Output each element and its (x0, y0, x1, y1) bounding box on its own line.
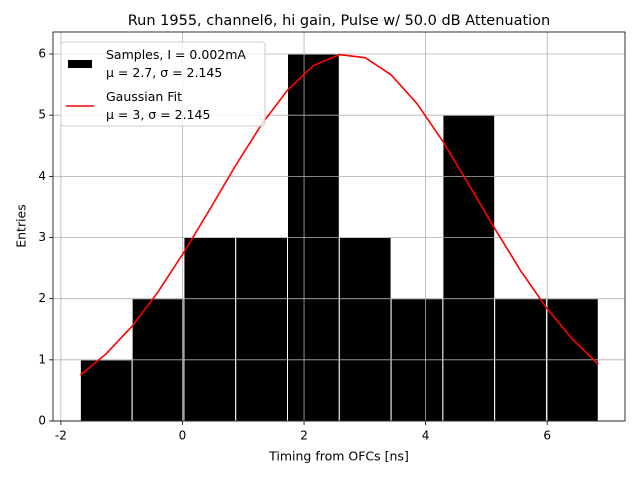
x-tick-label: 4 (422, 429, 430, 443)
y-tick-label: 3 (38, 230, 46, 244)
histogram-bar (79, 359, 133, 422)
y-tick-label: 4 (38, 169, 46, 183)
y-tick-label: 0 (38, 414, 46, 428)
histogram-bar (442, 114, 496, 422)
chart-title: Run 1955, channel6, hi gain, Pulse w/ 50… (128, 13, 551, 29)
y-tick-label: 5 (38, 108, 46, 122)
legend-box (60, 41, 266, 127)
x-tick-label: 6 (543, 429, 551, 443)
y-tick-label: 6 (38, 47, 46, 61)
y-tick-label: 2 (38, 291, 46, 305)
axes-frame (52, 31, 626, 422)
histogram-bar (183, 237, 237, 422)
y-axis-label: Entries (14, 204, 29, 248)
legend-label: Samples, I = 0.002mA μ = 2.7, σ = 2.145 (106, 47, 246, 80)
legend-label: Gaussian Fit μ = 3, σ = 2.145 (106, 89, 211, 122)
legend-swatch (68, 60, 92, 68)
histogram-bar (235, 237, 289, 422)
x-tick-label: 2 (300, 429, 308, 443)
x-tick-label: 0 (179, 429, 187, 443)
y-tick-label: 1 (38, 352, 46, 366)
histogram-bar (338, 237, 392, 422)
fit-line (79, 53, 599, 376)
x-axis-label: Timing from OFCs [ns] (268, 449, 409, 464)
x-tick-label: -2 (55, 429, 67, 443)
